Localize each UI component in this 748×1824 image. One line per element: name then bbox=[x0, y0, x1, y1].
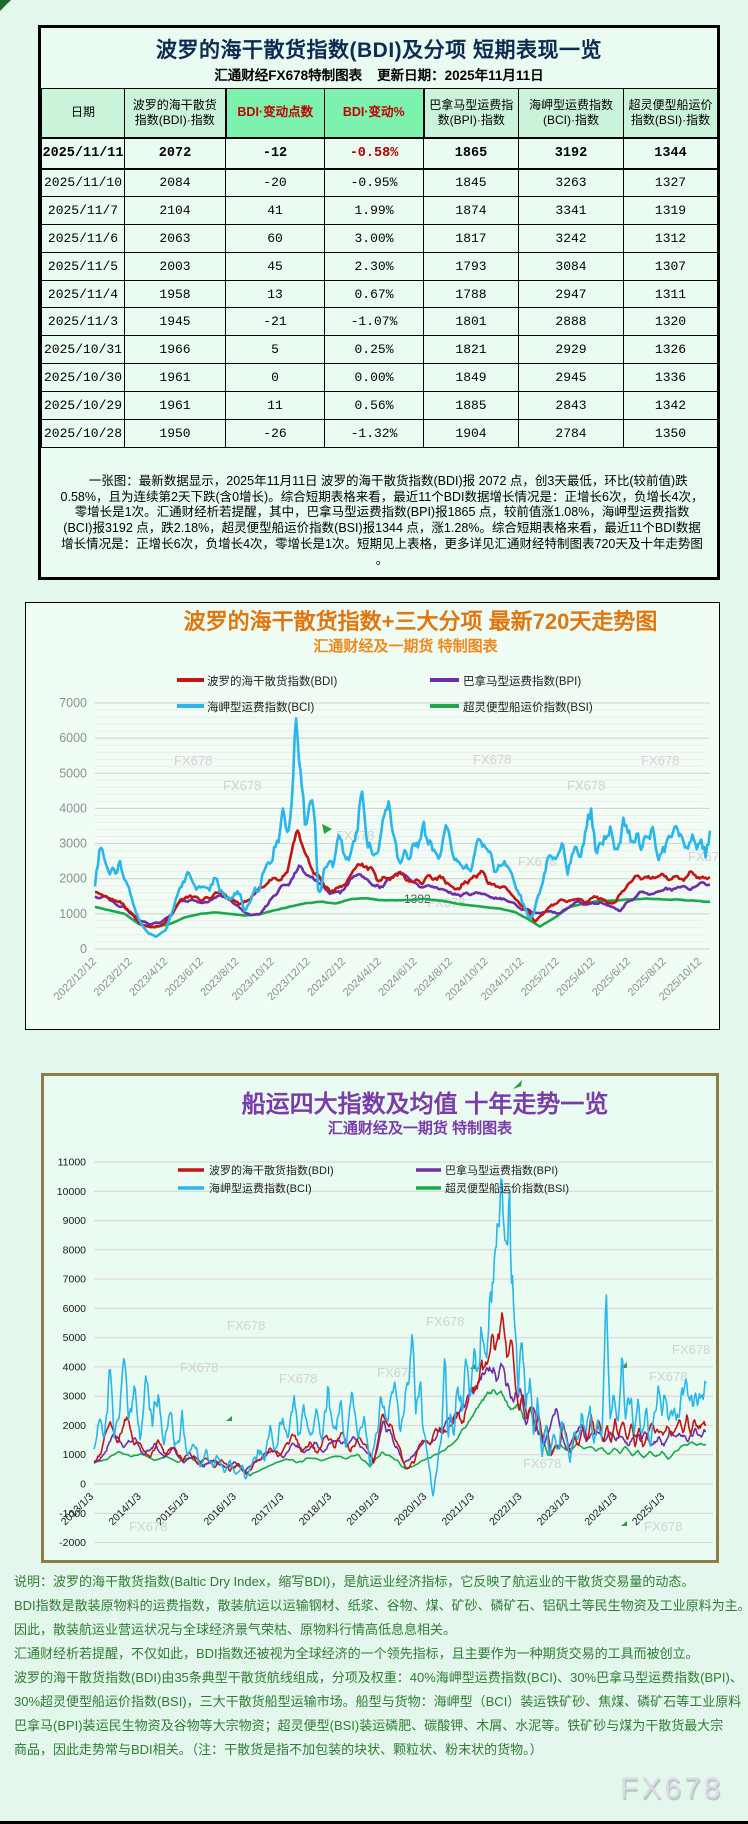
svg-text:4000: 4000 bbox=[63, 1361, 87, 1373]
svg-text:FX678: FX678 bbox=[279, 1371, 317, 1386]
svg-text:超灵便型船运价指数(BSI): 超灵便型船运价指数(BSI) bbox=[463, 700, 593, 714]
svg-text:2018/1/3: 2018/1/3 bbox=[297, 1491, 334, 1528]
svg-text:2023/1/3: 2023/1/3 bbox=[535, 1491, 572, 1528]
svg-text:2022/1/3: 2022/1/3 bbox=[487, 1491, 524, 1528]
svg-text:2000: 2000 bbox=[63, 1420, 87, 1432]
svg-text:FX678: FX678 bbox=[641, 753, 679, 768]
svg-text:FX678: FX678 bbox=[672, 1342, 710, 1357]
svg-text:2016/1/3: 2016/1/3 bbox=[202, 1491, 239, 1528]
svg-text:1000: 1000 bbox=[63, 1449, 87, 1461]
svg-text:FX678: FX678 bbox=[227, 1318, 265, 1333]
svg-text:FX678: FX678 bbox=[174, 753, 212, 768]
svg-text:巴拿马型运费指数(BPI): 巴拿马型运费指数(BPI) bbox=[463, 674, 581, 688]
svg-text:波罗的海干散货指数(BDI): 波罗的海干散货指数(BDI) bbox=[207, 674, 337, 688]
svg-text:FX678: FX678 bbox=[688, 849, 719, 864]
svg-text:FX678: FX678 bbox=[377, 1365, 415, 1380]
svg-text:2022/12/12: 2022/12/12 bbox=[52, 956, 99, 1003]
svg-text:9000: 9000 bbox=[63, 1215, 87, 1227]
svg-text:2020/1/3: 2020/1/3 bbox=[392, 1491, 429, 1528]
svg-text:4000: 4000 bbox=[59, 801, 87, 815]
svg-text:0: 0 bbox=[80, 942, 87, 956]
svg-text:-1000: -1000 bbox=[59, 1508, 86, 1520]
svg-text:7000: 7000 bbox=[59, 696, 87, 710]
svg-text:FX678: FX678 bbox=[473, 752, 511, 767]
svg-text:巴拿马型运费指数(BPI): 巴拿马型运费指数(BPI) bbox=[445, 1163, 558, 1177]
svg-text:FX678: FX678 bbox=[426, 1314, 464, 1329]
svg-text:2000: 2000 bbox=[59, 872, 87, 886]
svg-text:2021/1/3: 2021/1/3 bbox=[440, 1491, 477, 1528]
svg-text:6000: 6000 bbox=[63, 1303, 87, 1315]
svg-text:0: 0 bbox=[80, 1479, 86, 1491]
svg-text:3000: 3000 bbox=[63, 1391, 87, 1403]
svg-text:2019/1/3: 2019/1/3 bbox=[344, 1491, 381, 1528]
svg-text:FX678: FX678 bbox=[180, 1360, 218, 1375]
svg-text:FX678: FX678 bbox=[523, 1456, 561, 1471]
svg-text:6000: 6000 bbox=[59, 731, 87, 745]
svg-text:超灵便型船运价指数(BSI): 超灵便型船运价指数(BSI) bbox=[445, 1181, 569, 1195]
svg-text:5000: 5000 bbox=[63, 1332, 87, 1344]
svg-text:5000: 5000 bbox=[59, 766, 87, 780]
svg-text:FX678: FX678 bbox=[129, 1519, 167, 1534]
svg-text:10000: 10000 bbox=[57, 1186, 86, 1198]
svg-text:1000: 1000 bbox=[59, 907, 87, 921]
svg-text:11000: 11000 bbox=[58, 1157, 87, 1169]
svg-text:FX678: FX678 bbox=[567, 778, 605, 793]
svg-text:-2000: -2000 bbox=[59, 1537, 86, 1549]
svg-text:3000: 3000 bbox=[59, 837, 87, 851]
svg-text:FX678: FX678 bbox=[644, 1519, 682, 1534]
svg-text:8000: 8000 bbox=[63, 1244, 87, 1256]
svg-text:2017/1/3: 2017/1/3 bbox=[249, 1491, 286, 1528]
svg-text:波罗的海干散货指数(BDI): 波罗的海干散货指数(BDI) bbox=[209, 1163, 334, 1177]
svg-text:7000: 7000 bbox=[63, 1274, 87, 1286]
svg-text:海岬型运费指数(BCI): 海岬型运费指数(BCI) bbox=[209, 1181, 312, 1195]
svg-text:FX678: FX678 bbox=[649, 1369, 687, 1384]
svg-text:2024/1/3: 2024/1/3 bbox=[582, 1491, 619, 1528]
svg-text:FX678: FX678 bbox=[223, 778, 261, 793]
svg-text:海岬型运费指数(BCI): 海岬型运费指数(BCI) bbox=[207, 700, 314, 714]
